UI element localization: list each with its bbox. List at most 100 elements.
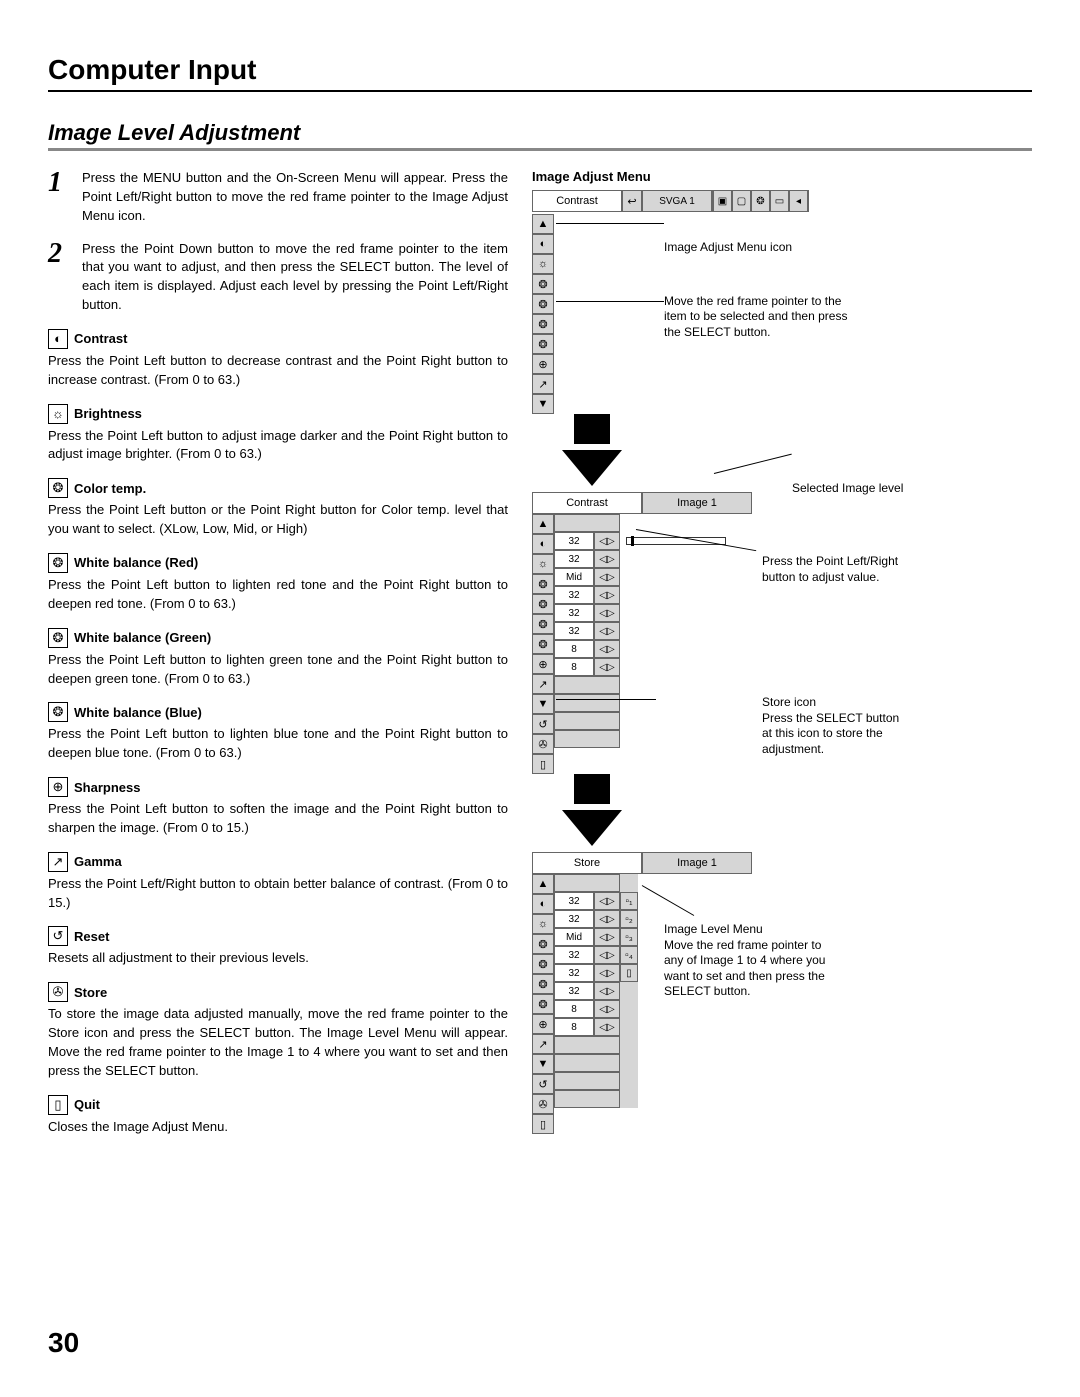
osd-value-row: 32◁▷ [554, 946, 620, 964]
osd-value: 32 [554, 946, 594, 964]
osd-level-box: ▫₄ [620, 946, 638, 964]
item-title: White balance (Green) [74, 630, 211, 645]
osd-arrow-icon: ◁▷ [594, 640, 620, 658]
callout-store-icon-body: Press the SELECT button at this icon to … [762, 711, 899, 756]
item-icon: ▯ [48, 1095, 68, 1115]
osd-level-box-row [620, 1072, 638, 1090]
osd-value-row: 32◁▷ [554, 586, 726, 604]
item-description: Press the Point Left button to decrease … [48, 352, 508, 390]
osd-icon-stack-2: ▲◐☼❂❂❂❂⊕↗▼↺✇▯ [532, 514, 554, 774]
osd-arrow-icon: ◁▷ [594, 910, 620, 928]
item-description: Resets all adjustment to their previous … [48, 949, 508, 968]
leader-line [556, 301, 664, 302]
osd-level-box-row [620, 1000, 638, 1018]
osd-arrow-icon: ◁▷ [594, 658, 620, 676]
arrow-stem [574, 414, 610, 444]
osd-level-box: ▯ [620, 964, 638, 982]
osd-value: 32 [554, 586, 594, 604]
arrow-down-icon [562, 810, 622, 846]
callout-image-level-title: Image Level Menu [664, 922, 763, 936]
osd-stack-icon: ❂ [532, 294, 554, 314]
osd-stack-icon: ▼ [532, 394, 554, 414]
osd-value-row: 8◁▷ [554, 1018, 620, 1036]
osd-level-box-row: ▫₄ [620, 946, 638, 964]
osd-arrow-icon: ◁▷ [594, 982, 620, 1000]
osd-value: 32 [554, 622, 594, 640]
osd-stack-icon: ⊕ [532, 1014, 554, 1034]
osd-value-column-2: 32◁▷32◁▷Mid◁▷32◁▷32◁▷32◁▷8◁▷8◁▷ [554, 514, 726, 774]
osd-bar-label: Contrast [532, 190, 622, 212]
osd-stack-icon: ◐ [532, 234, 554, 254]
osd-level-box-row [620, 874, 638, 892]
osd-value: 8 [554, 658, 594, 676]
step-text: Press the Point Down button to move the … [82, 240, 508, 315]
osd-value: 32 [554, 964, 594, 982]
osd-value-row: 32◁▷ [554, 604, 726, 622]
osd-value-row [554, 712, 726, 730]
osd-level-box-row: ▫₃ [620, 928, 638, 946]
item-icon: ☼ [48, 404, 68, 424]
item-description: Press the Point Left button to soften th… [48, 800, 508, 838]
menu-icon: ▢ [732, 190, 751, 212]
step-text: Press the MENU button and the On-Screen … [82, 169, 508, 226]
item-description: To store the image data adjusted manuall… [48, 1005, 508, 1080]
adjust-item: ↺ResetResets all adjustment to their pre… [48, 926, 508, 968]
osd-value-row [554, 730, 726, 748]
adjust-item: ❂White balance (Blue)Press the Point Lef… [48, 702, 508, 763]
osd-value-row [554, 1054, 620, 1072]
osd-value: Mid [554, 928, 594, 946]
osd-value-row: 32◁▷ [554, 622, 726, 640]
osd-value: 32 [554, 892, 594, 910]
osd-level-box-row [620, 982, 638, 1000]
adjust-item: ❂White balance (Red)Press the Point Left… [48, 553, 508, 614]
menu-icon: ▣ [713, 190, 732, 212]
osd-stack-icon: ◐ [532, 894, 554, 914]
menu-icon: ❂ [751, 190, 770, 212]
osd-value-column-3: 32◁▷32◁▷Mid◁▷32◁▷32◁▷32◁▷8◁▷8◁▷ [554, 874, 620, 1134]
osd-stack-icon: ❂ [532, 974, 554, 994]
osd-value: 8 [554, 1000, 594, 1018]
osd-level-box-row [620, 1036, 638, 1054]
osd-pane2-header: Contrast Image 1 [532, 492, 752, 514]
arrow-stem [574, 774, 610, 804]
instruction-step: 2Press the Point Down button to move the… [48, 240, 508, 315]
osd-arrow-icon: ◁▷ [594, 586, 620, 604]
item-icon: ❂ [48, 702, 68, 722]
callout-image-level-body: Move the red frame pointer to any of Ima… [664, 938, 825, 999]
osd-stack-icon: ▼ [532, 694, 554, 714]
osd-value-row: 32◁▷ [554, 550, 726, 568]
osd-return-icon: ↩ [622, 190, 642, 212]
osd-stack-icon: ↗ [532, 1034, 554, 1054]
osd-stack-icon: ▯ [532, 1114, 554, 1134]
osd-stack-icon: ✇ [532, 734, 554, 754]
osd-value-row: 8◁▷ [554, 1000, 620, 1018]
osd-value-row [554, 1036, 620, 1054]
item-icon: ❂ [48, 478, 68, 498]
item-description: Press the Point Left/Right button to obt… [48, 875, 508, 913]
step-number: 1 [48, 169, 68, 226]
osd-value-row: Mid◁▷ [554, 568, 726, 586]
item-description: Press the Point Left button to lighten r… [48, 576, 508, 614]
osd-mode-label: SVGA 1 [642, 190, 712, 212]
osd-stack-icon: ❂ [532, 614, 554, 634]
osd-menu-icons: ▣ ▢ ❂ ▭ ◂ [712, 190, 809, 212]
osd-arrow-icon: ◁▷ [594, 532, 620, 550]
leader-line [556, 223, 664, 224]
osd-value: 32 [554, 910, 594, 928]
osd-value-row: 32◁▷ [554, 964, 620, 982]
osd-stack-icon: ↗ [532, 674, 554, 694]
osd-stack-icon: ❂ [532, 994, 554, 1014]
osd-value: 32 [554, 982, 594, 1000]
osd-stack-icon: ☼ [532, 554, 554, 574]
osd-stack-icon: ❂ [532, 594, 554, 614]
item-title: Store [74, 985, 107, 1000]
menu-icon: ◂ [789, 190, 808, 212]
osd-level-box-row [620, 1090, 638, 1108]
adjust-item: ⊕SharpnessPress the Point Left button to… [48, 777, 508, 838]
osd-stack-icon: ❂ [532, 334, 554, 354]
pane2-left-label: Contrast [532, 492, 642, 514]
osd-level-box-row: ▫₁ [620, 892, 638, 910]
osd-level-boxes: ▫₁▫₂▫₃▫₄▯ [620, 874, 638, 1134]
item-description: Press the Point Left button to adjust im… [48, 427, 508, 465]
osd-value-row: 32◁▷ [554, 910, 620, 928]
